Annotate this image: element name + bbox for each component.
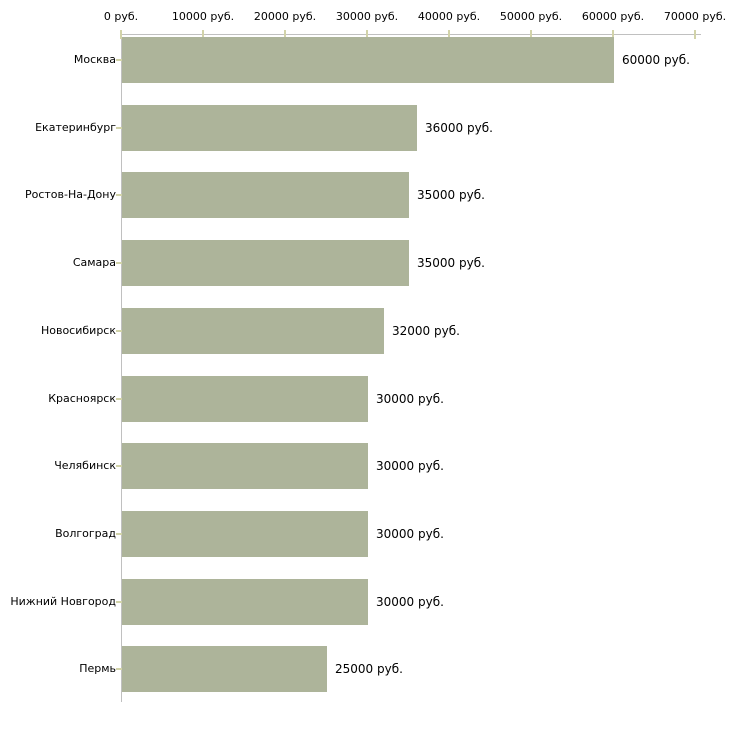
category-label: Ростов-На-Дону [24, 188, 116, 201]
value-label: 25000 руб. [335, 662, 403, 676]
x-axis-tick [448, 30, 450, 39]
x-axis-line [121, 34, 701, 35]
bar [122, 646, 327, 692]
bar [122, 376, 368, 422]
category-tick [116, 127, 122, 129]
bar [122, 37, 614, 83]
y-axis-line [121, 34, 122, 702]
value-label: 32000 руб. [392, 324, 460, 338]
category-tick [116, 533, 122, 535]
x-axis-tick-label: 0 руб. [103, 10, 139, 23]
category-label: Волгоград [55, 527, 116, 540]
value-label: 30000 руб. [376, 392, 444, 406]
bar [122, 443, 368, 489]
category-label: Пермь [79, 662, 116, 675]
bar [122, 105, 417, 151]
x-axis-tick [612, 30, 614, 39]
x-axis-tick-label: 10000 руб. [171, 10, 235, 23]
value-label: 60000 руб. [622, 53, 690, 67]
category-label: Челябинск [54, 459, 116, 472]
x-axis-tick [202, 30, 204, 39]
x-axis-tick [284, 30, 286, 39]
bar [122, 579, 368, 625]
bar [122, 511, 368, 557]
x-axis-tick-label: 20000 руб. [253, 10, 317, 23]
x-axis-tick-label: 30000 руб. [335, 10, 399, 23]
x-axis-tick-label: 70000 руб. [663, 10, 727, 23]
value-label: 35000 руб. [417, 256, 485, 270]
x-axis-tick [694, 30, 696, 39]
category-tick [116, 59, 122, 61]
x-axis-tick-label: 60000 руб. [581, 10, 645, 23]
x-axis-tick-label: 40000 руб. [417, 10, 481, 23]
x-axis-tick [366, 30, 368, 39]
category-tick [116, 668, 122, 670]
bar [122, 308, 384, 354]
x-axis-tick [120, 30, 122, 39]
category-label: Красноярск [48, 392, 116, 405]
value-label: 30000 руб. [376, 527, 444, 541]
category-tick [116, 601, 122, 603]
category-label: Самара [72, 256, 116, 269]
bar [122, 240, 409, 286]
category-tick [116, 194, 122, 196]
x-axis-tick [530, 30, 532, 39]
category-label: Москва [73, 53, 116, 66]
category-label: Нижний Новгород [10, 595, 116, 608]
value-label: 36000 руб. [425, 121, 493, 135]
value-label: 30000 руб. [376, 459, 444, 473]
value-label: 35000 руб. [417, 188, 485, 202]
value-label: 30000 руб. [376, 595, 444, 609]
category-tick [116, 465, 122, 467]
bar [122, 172, 409, 218]
category-tick [116, 398, 122, 400]
category-label: Новосибирск [40, 324, 116, 337]
category-label: Екатеринбург [35, 121, 116, 134]
x-axis-tick-label: 50000 руб. [499, 10, 563, 23]
category-tick [116, 330, 122, 332]
category-tick [116, 262, 122, 264]
